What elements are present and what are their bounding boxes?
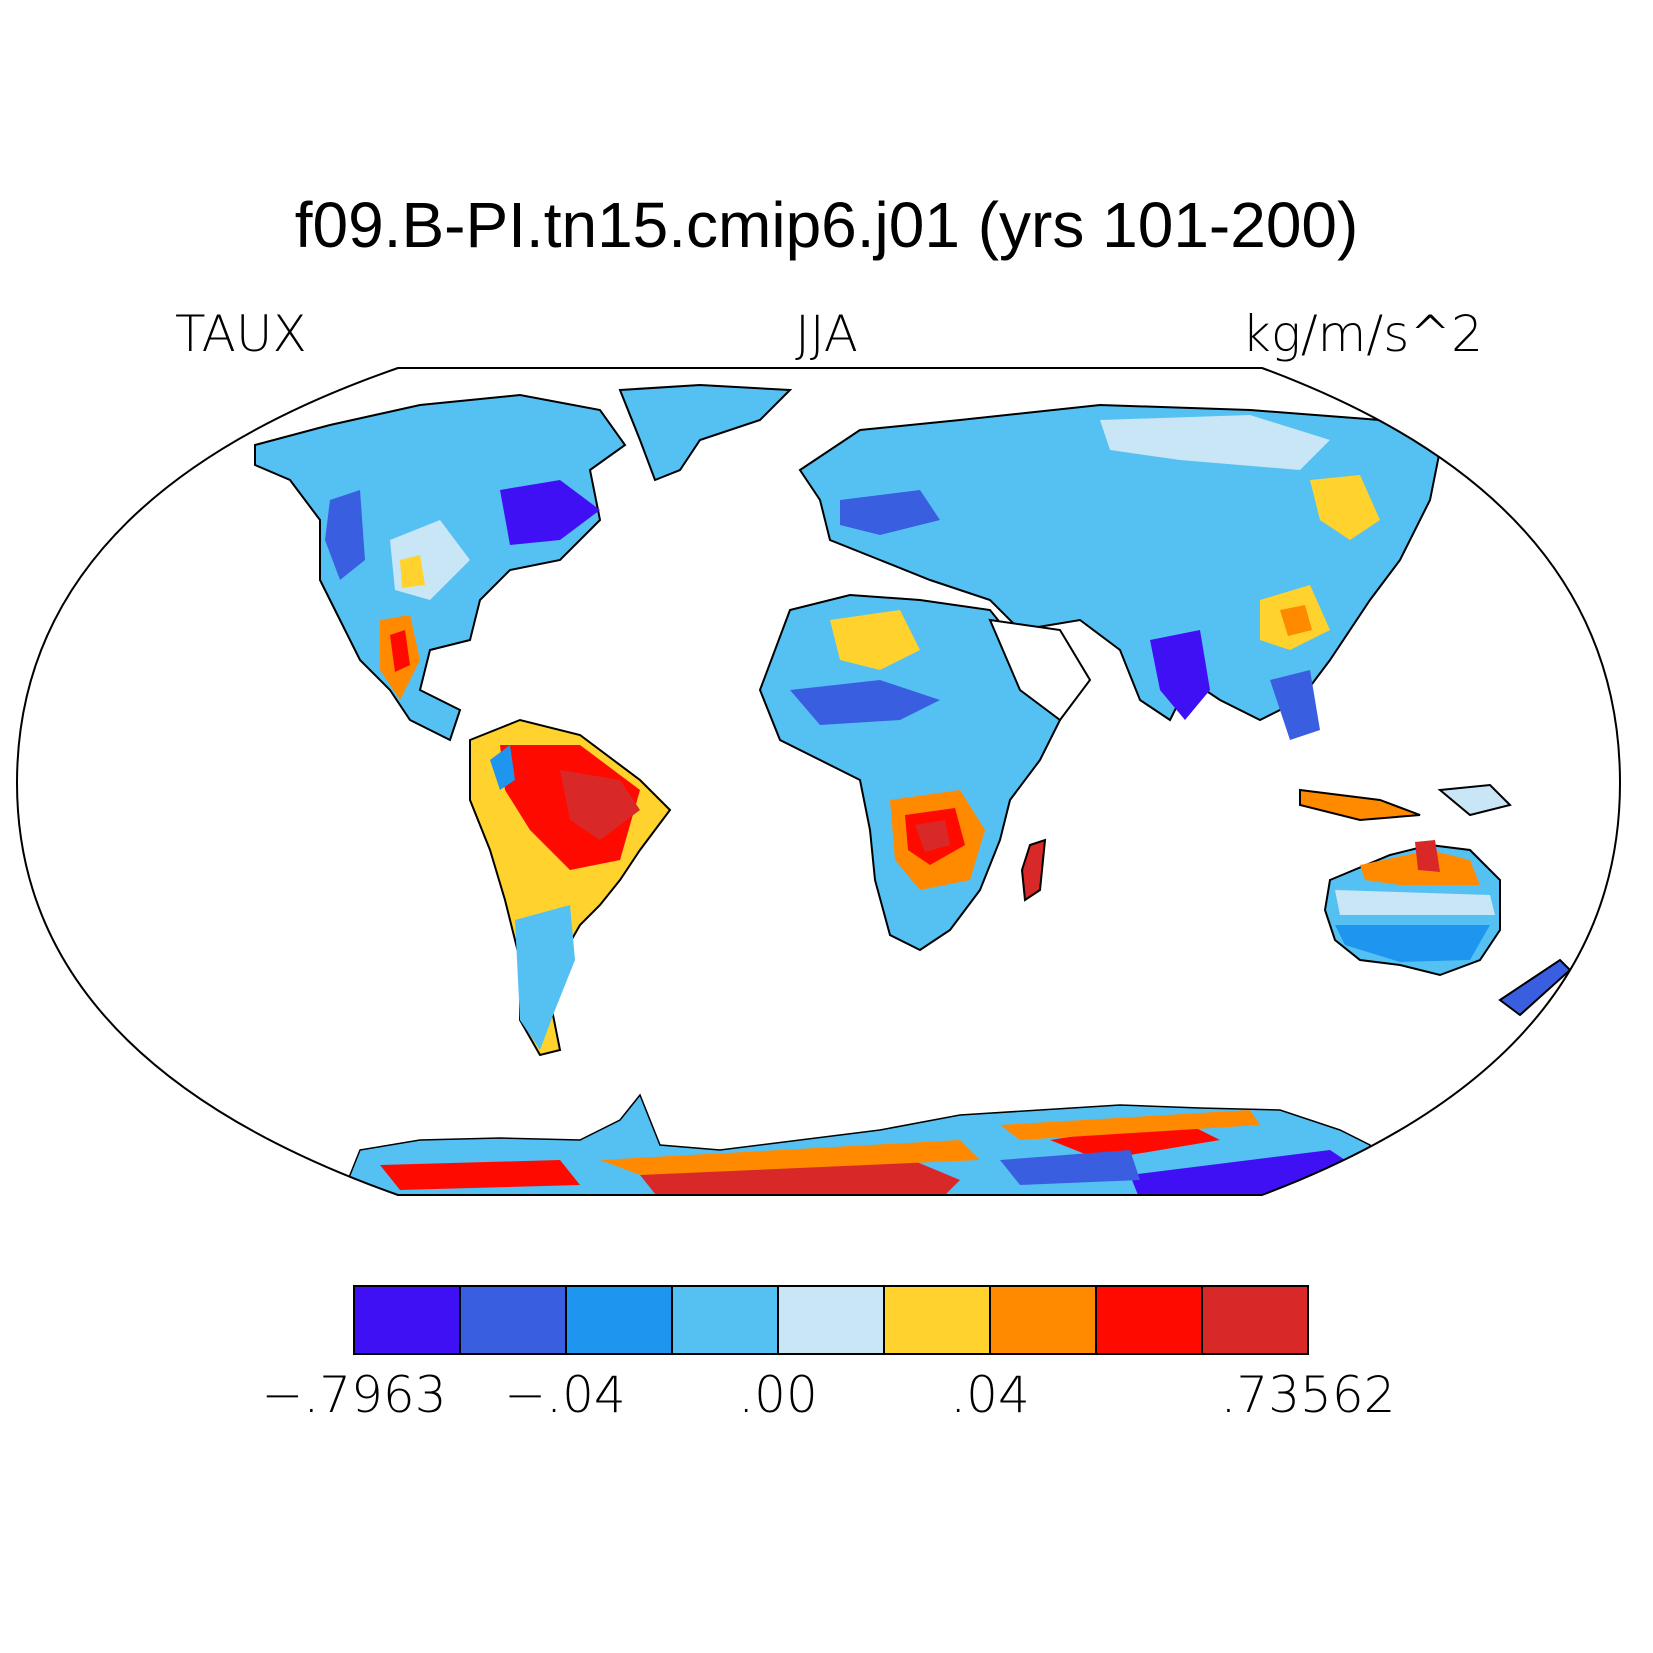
madagascar (1020, 838, 1047, 902)
new-guinea (1437, 783, 1512, 817)
plot-title: f09.B-PI.tn15.cmip6.j01 (yrs 101-200) (294, 189, 1359, 261)
antarctica-darkred-band (640, 1155, 960, 1195)
antarctica-orange-band (600, 1140, 980, 1175)
siberia-light-blob (1100, 415, 1330, 470)
colorbar-swatch (671, 1285, 779, 1355)
units-label: kg/m/s^2 (1241, 305, 1483, 363)
colorbar-tick-label: .00 (738, 1366, 818, 1424)
indonesia-islands (1299, 788, 1421, 822)
sahel-dark (790, 680, 940, 725)
india-blob (1150, 630, 1210, 720)
mexico-core (390, 630, 410, 672)
colorbar-swatch (353, 1285, 461, 1355)
map-boundary (15, 367, 1622, 1196)
na-west-coast-blob (325, 490, 365, 580)
sa-south-blue (515, 905, 575, 1050)
colorbar-swatch (459, 1285, 567, 1355)
east-asia-yellow (1310, 475, 1380, 540)
china-orange-blob (1280, 605, 1312, 636)
variable-label: TAUX (175, 305, 307, 363)
australia-north-red (1415, 840, 1440, 872)
arabian-peninsula (988, 618, 1092, 722)
se-asia-blob (1270, 670, 1320, 740)
greenland (618, 383, 793, 482)
colorbar-tick-label: −.04 (504, 1366, 626, 1424)
sahara-yellow (830, 610, 920, 670)
colorbar-swatch (777, 1285, 885, 1355)
contour-fill-layer (254, 383, 1572, 1195)
colorbar (353, 1285, 1309, 1355)
colorbar-swatch (1201, 1285, 1309, 1355)
colorbar-swatch (1095, 1285, 1203, 1355)
colorbar-tick-label: −.7963 (261, 1366, 447, 1424)
australia-south-blue (1335, 925, 1490, 962)
colorbar-swatch (989, 1285, 1097, 1355)
antarctica-east-orange (1000, 1110, 1260, 1140)
colorbar-tick-label: .04 (950, 1366, 1030, 1424)
colorbar-swatch (883, 1285, 991, 1355)
sa-andes-blue (490, 745, 515, 790)
season-label: JJA (795, 305, 858, 363)
sa-darkred-core (560, 770, 640, 840)
antarctica-red-band-west (380, 1160, 580, 1190)
southern-africa-darkred (915, 820, 950, 852)
colorbar-swatch (565, 1285, 673, 1355)
europe-dark-blob (840, 490, 940, 535)
africa-landmass (758, 593, 1062, 952)
australia-mid-light (1335, 890, 1495, 915)
na-yellow-spot (400, 555, 425, 588)
na-east-blob (500, 480, 600, 545)
antarctica-east-darkblue (1000, 1150, 1140, 1185)
colorbar-tick-label: .73562 (1220, 1366, 1396, 1424)
